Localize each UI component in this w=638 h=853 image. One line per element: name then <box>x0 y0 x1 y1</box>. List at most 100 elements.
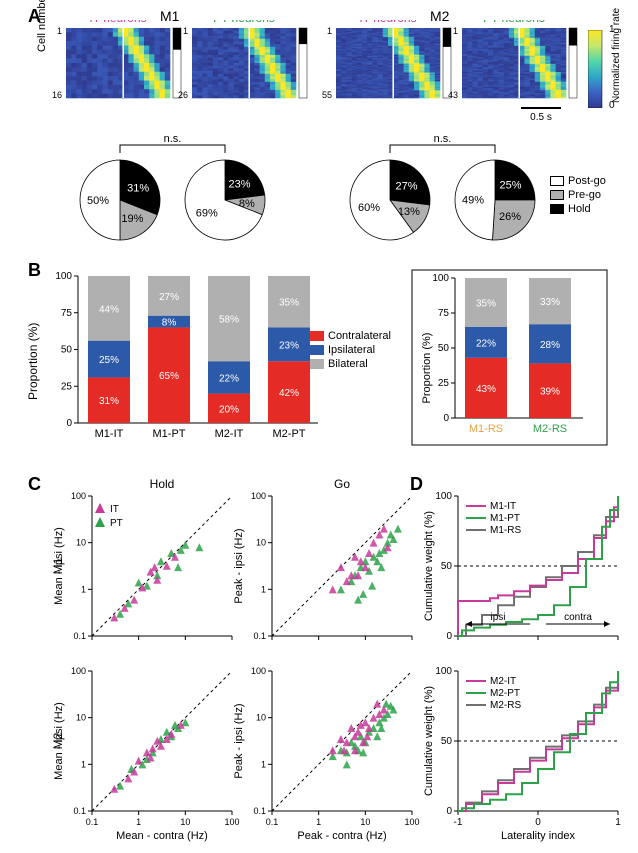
svg-text:55: 55 <box>322 90 332 100</box>
svg-text:100: 100 <box>71 491 86 501</box>
svg-text:100: 100 <box>251 491 266 501</box>
svg-text:43: 43 <box>448 90 458 100</box>
svg-text:100: 100 <box>55 271 72 282</box>
svg-text:31%: 31% <box>127 183 149 195</box>
svg-text:M2-PT: M2-PT <box>273 428 306 440</box>
svg-text:100: 100 <box>251 666 266 676</box>
svg-text:1: 1 <box>81 584 86 594</box>
svg-text:25%: 25% <box>500 179 522 191</box>
svg-text:M2-IT: M2-IT <box>490 676 516 687</box>
svg-text:1: 1 <box>327 26 332 36</box>
svg-text:35%: 35% <box>476 299 496 310</box>
svg-text:0: 0 <box>443 413 449 424</box>
svg-text:69%: 69% <box>196 207 218 219</box>
svg-text:50: 50 <box>438 343 450 354</box>
svg-text:M1-RS: M1-RS <box>490 525 521 536</box>
svg-text:31%: 31% <box>99 396 119 407</box>
svg-text:0.1: 0.1 <box>73 806 86 816</box>
panel-c-label: C <box>28 474 41 495</box>
svg-text:Proportion (%): Proportion (%) <box>421 333 433 404</box>
b-ylabel: Proportion (%) <box>26 323 40 400</box>
svg-text:42%: 42% <box>279 388 299 399</box>
svg-text:10: 10 <box>76 713 86 723</box>
b-legend: Contralateral Ipsilateral Bilateral <box>310 330 391 372</box>
svg-text:M1-IT: M1-IT <box>490 501 516 512</box>
svg-text:n.s.: n.s. <box>164 133 182 145</box>
svg-text:IT neurons: IT neurons <box>89 20 146 25</box>
svg-text:100: 100 <box>435 666 452 677</box>
svg-text:1: 1 <box>57 26 62 36</box>
cdf-plots: 050100M1-ITM1-PTM1-RSipsicontra-10105010… <box>418 478 633 848</box>
legend-hold: Hold <box>568 203 591 215</box>
panel-b-label: B <box>28 260 41 281</box>
svg-text:100: 100 <box>71 666 86 676</box>
svg-text:39%: 39% <box>540 387 560 398</box>
svg-text:0.5 s: 0.5 s <box>530 112 552 123</box>
svg-text:Cumulative weight (%): Cumulative weight (%) <box>423 511 435 621</box>
legend-contra: Contralateral <box>328 330 391 342</box>
svg-text:IT neurons: IT neurons <box>359 20 416 25</box>
legend-ipsi: Ipsilateral <box>328 344 375 356</box>
svg-text:23%: 23% <box>229 178 251 190</box>
svg-text:Laterality index: Laterality index <box>501 830 575 842</box>
svg-text:10: 10 <box>180 817 190 827</box>
svg-text:23%: 23% <box>279 340 299 351</box>
svg-text:Peak - ipsi (Hz): Peak - ipsi (Hz) <box>233 528 245 603</box>
colorbar-min: 0 <box>609 100 615 111</box>
svg-text:0.1: 0.1 <box>86 817 99 827</box>
colorbar-label: Normalized firing rate <box>611 8 622 103</box>
svg-text:75: 75 <box>438 308 450 319</box>
svg-text:10: 10 <box>360 817 370 827</box>
colorbar <box>588 30 606 108</box>
colorbar-max: 1 <box>609 24 615 35</box>
svg-text:0.1: 0.1 <box>266 817 279 827</box>
svg-text:1: 1 <box>136 817 141 827</box>
svg-text:M1-RS: M1-RS <box>469 423 503 435</box>
pies: n.s.n.s.31%19%50%23%8%69%27%13%60%25%26%… <box>0 130 638 250</box>
hold-swatch <box>550 204 564 214</box>
svg-text:0: 0 <box>535 817 541 828</box>
svg-text:1: 1 <box>261 584 266 594</box>
legend-bil: Bilateral <box>328 358 368 370</box>
cell-number-label: Cell number <box>36 0 48 52</box>
svg-text:ipsi: ipsi <box>490 612 505 623</box>
svg-text:25%: 25% <box>99 355 119 366</box>
svg-text:0: 0 <box>66 418 72 429</box>
svg-text:-1: -1 <box>454 817 463 828</box>
svg-text:25: 25 <box>61 381 73 392</box>
legend-postgo: Post-go <box>568 175 606 187</box>
svg-text:Mean - ipsi (Hz): Mean - ipsi (Hz) <box>53 527 65 605</box>
svg-text:PT neurons: PT neurons <box>483 20 545 25</box>
svg-text:1: 1 <box>183 26 188 36</box>
svg-text:100: 100 <box>432 273 449 284</box>
svg-text:49%: 49% <box>462 194 484 206</box>
svg-text:1: 1 <box>453 26 458 36</box>
stacked-bar-inset: Proportion (%)025507510043%22%35%M1-RS39… <box>410 268 610 448</box>
svg-text:0.1: 0.1 <box>73 631 86 641</box>
svg-text:Hold: Hold <box>150 478 175 491</box>
svg-text:60%: 60% <box>358 202 380 214</box>
svg-text:58%: 58% <box>219 315 239 326</box>
svg-text:44%: 44% <box>99 304 119 315</box>
svg-text:Peak - ipsi (Hz): Peak - ipsi (Hz) <box>233 703 245 778</box>
svg-text:M1-PT: M1-PT <box>490 513 520 524</box>
svg-text:1: 1 <box>261 759 266 769</box>
post-go-swatch <box>550 176 564 186</box>
svg-text:Mean - ipsi (Hz): Mean - ipsi (Hz) <box>53 702 65 780</box>
svg-text:PT neurons: PT neurons <box>213 20 275 25</box>
svg-text:Cumulative weight (%): Cumulative weight (%) <box>423 686 435 796</box>
svg-text:26: 26 <box>178 90 188 100</box>
svg-text:1: 1 <box>81 759 86 769</box>
svg-text:1: 1 <box>615 817 621 828</box>
svg-text:50: 50 <box>61 345 73 356</box>
svg-text:27%: 27% <box>159 292 179 303</box>
svg-text:0.1: 0.1 <box>253 631 266 641</box>
svg-text:100: 100 <box>435 491 452 502</box>
svg-text:65%: 65% <box>159 371 179 382</box>
svg-text:Mean - contra (Hz): Mean - contra (Hz) <box>116 830 208 842</box>
svg-text:50%: 50% <box>87 195 109 207</box>
svg-text:IT: IT <box>110 504 119 515</box>
svg-text:0: 0 <box>446 806 452 817</box>
svg-text:8%: 8% <box>162 318 177 329</box>
svg-text:35%: 35% <box>279 298 299 309</box>
